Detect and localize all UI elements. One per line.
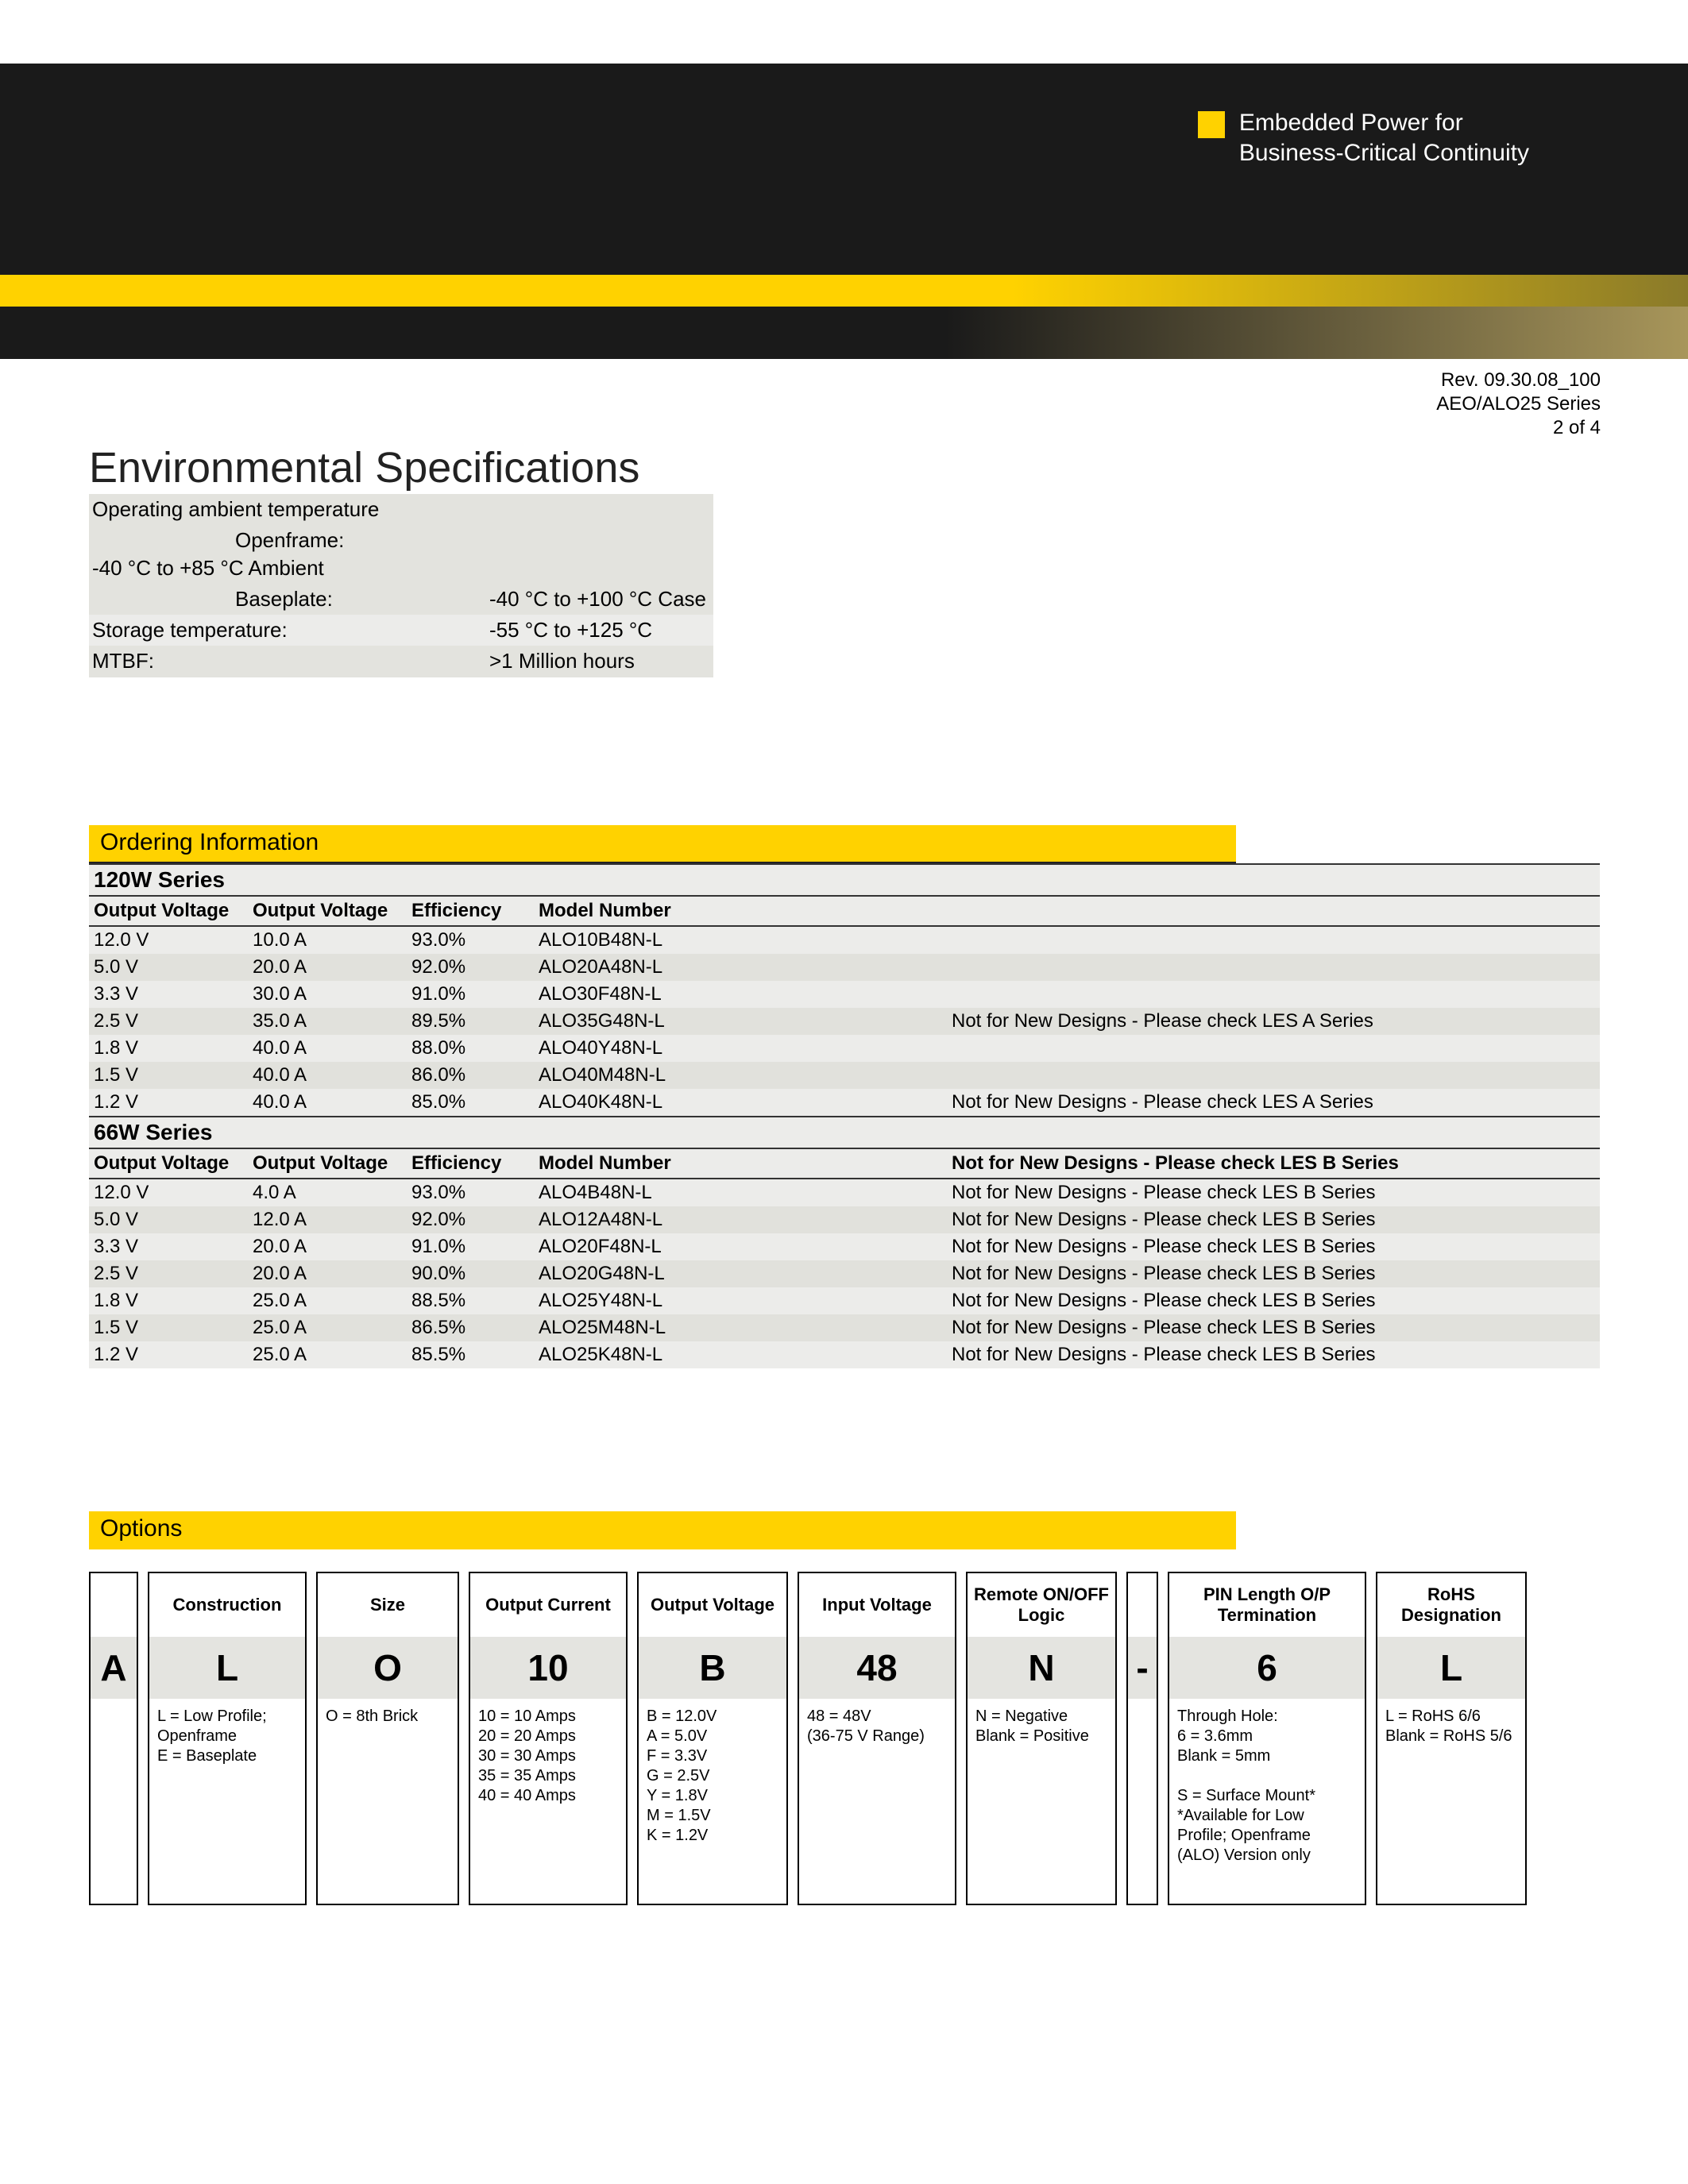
table-row: 5.0 V12.0 A92.0%ALO12A48N-LNot for New D…	[89, 1206, 1600, 1233]
table-row: 1.5 V40.0 A86.0%ALO40M48N-L	[89, 1062, 1600, 1089]
rev-line1: Rev. 09.30.08_100	[1436, 369, 1601, 392]
table-row: 1.8 V40.0 A88.0%ALO40Y48N-L	[89, 1035, 1600, 1062]
table-row: 3.3 V20.0 A91.0%ALO20F48N-LNot for New D…	[89, 1233, 1600, 1260]
option-desc: O = 8th Brick	[318, 1699, 458, 1734]
option-box: A	[89, 1572, 138, 1905]
option-box: SizeOO = 8th Brick	[316, 1572, 459, 1905]
option-head: Output Current	[470, 1573, 626, 1637]
table-header-row: Output VoltageOutput VoltageEfficiencyMo…	[89, 896, 1600, 926]
option-head	[91, 1573, 137, 1637]
option-value: B	[639, 1637, 786, 1699]
brand-tagline: Embedded Power for Business-Critical Con…	[1239, 108, 1529, 168]
option-value: -	[1128, 1637, 1157, 1699]
tagline-line2: Business-Critical Continuity	[1239, 140, 1529, 166]
option-desc: Through Hole: 6 = 3.6mm Blank = 5mm S = …	[1169, 1699, 1365, 1873]
option-value: N	[968, 1637, 1115, 1699]
option-head: PIN Length O/PTermination	[1169, 1573, 1365, 1637]
revision-block: Rev. 09.30.08_100 AEO/ALO25 Series 2 of …	[1436, 369, 1601, 440]
ordering-table: 120W SeriesOutput VoltageOutput VoltageE…	[89, 863, 1600, 1368]
option-head: Input Voltage	[799, 1573, 955, 1637]
option-head: Output Voltage	[639, 1573, 786, 1637]
option-box: ConstructionLL = Low Profile; Openframe …	[148, 1572, 307, 1905]
table-row: 1.2 V25.0 A85.5%ALO25K48N-LNot for New D…	[89, 1341, 1600, 1368]
option-desc: 48 = 48V (36-75 V Range)	[799, 1699, 955, 1754]
table-row: 12.0 V4.0 A93.0%ALO4B48N-LNot for New De…	[89, 1179, 1600, 1206]
table-row: 1.2 V40.0 A85.0%ALO40K48N-LNot for New D…	[89, 1089, 1600, 1117]
option-head: Construction	[149, 1573, 305, 1637]
option-box: Output Current1010 = 10 Amps 20 = 20 Amp…	[469, 1572, 628, 1905]
options-grid: AConstructionLL = Low Profile; Openframe…	[89, 1572, 1600, 1905]
option-value: 6	[1169, 1637, 1365, 1699]
option-head: RoHSDesignation	[1377, 1573, 1525, 1637]
header-yellow-band	[0, 275, 1688, 307]
option-value: L	[1377, 1637, 1525, 1699]
series-row: 120W Series	[89, 864, 1600, 896]
option-box: PIN Length O/PTermination6Through Hole: …	[1168, 1572, 1366, 1905]
tagline-line1: Embedded Power for	[1239, 110, 1463, 136]
option-head	[1128, 1573, 1157, 1637]
env-specs-title: Environmental Specifications	[89, 443, 1600, 492]
table-row: 5.0 V20.0 A92.0%ALO20A48N-L	[89, 954, 1600, 981]
option-value: L	[149, 1637, 305, 1699]
brand-accent-square	[1198, 111, 1225, 138]
option-desc: 10 = 10 Amps 20 = 20 Amps 30 = 30 Amps 3…	[470, 1699, 626, 1814]
option-desc: L = Low Profile; Openframe E = Baseplate	[149, 1699, 305, 1774]
rev-line2: AEO/ALO25 Series	[1436, 392, 1601, 416]
option-value: 48	[799, 1637, 955, 1699]
option-head: Size	[318, 1573, 458, 1637]
option-box: Remote ON/OFFLogicNN = Negative Blank = …	[966, 1572, 1117, 1905]
table-row: 1.5 V25.0 A86.5%ALO25M48N-LNot for New D…	[89, 1314, 1600, 1341]
table-row: 2.5 V35.0 A89.5%ALO35G48N-LNot for New D…	[89, 1008, 1600, 1035]
option-box: Output VoltageBB = 12.0V A = 5.0V F = 3.…	[637, 1572, 788, 1905]
table-row: 2.5 V20.0 A90.0%ALO20G48N-LNot for New D…	[89, 1260, 1600, 1287]
option-desc: B = 12.0V A = 5.0V F = 3.3V G = 2.5V Y =…	[639, 1699, 786, 1854]
options-title: Options	[89, 1511, 1236, 1549]
table-row: 12.0 V10.0 A93.0%ALO10B48N-L	[89, 926, 1600, 954]
table-header-row: Output VoltageOutput VoltageEfficiencyMo…	[89, 1148, 1600, 1179]
env-specs-table: Operating ambient temperatureOpenframe:-…	[89, 494, 713, 677]
rev-line3: 2 of 4	[1436, 416, 1601, 440]
option-value: 10	[470, 1637, 626, 1699]
header-black-band: Embedded Power for Business-Critical Con…	[0, 64, 1688, 275]
series-row: 66W Series	[89, 1117, 1600, 1148]
option-value: O	[318, 1637, 458, 1699]
table-row: 1.8 V25.0 A88.5%ALO25Y48N-LNot for New D…	[89, 1287, 1600, 1314]
header-black-band-2	[0, 307, 1688, 359]
option-box: Input Voltage4848 = 48V (36-75 V Range)	[798, 1572, 956, 1905]
table-row: 3.3 V30.0 A91.0%ALO30F48N-L	[89, 981, 1600, 1008]
option-desc: L = RoHS 6/6 Blank = RoHS 5/6	[1377, 1699, 1525, 1754]
option-desc: N = Negative Blank = Positive	[968, 1699, 1115, 1754]
option-box: -	[1126, 1572, 1158, 1905]
ordering-info-title: Ordering Information	[89, 825, 1236, 863]
option-head: Remote ON/OFFLogic	[968, 1573, 1115, 1637]
option-value: A	[91, 1637, 137, 1699]
option-box: RoHSDesignationLL = RoHS 6/6 Blank = RoH…	[1376, 1572, 1527, 1905]
